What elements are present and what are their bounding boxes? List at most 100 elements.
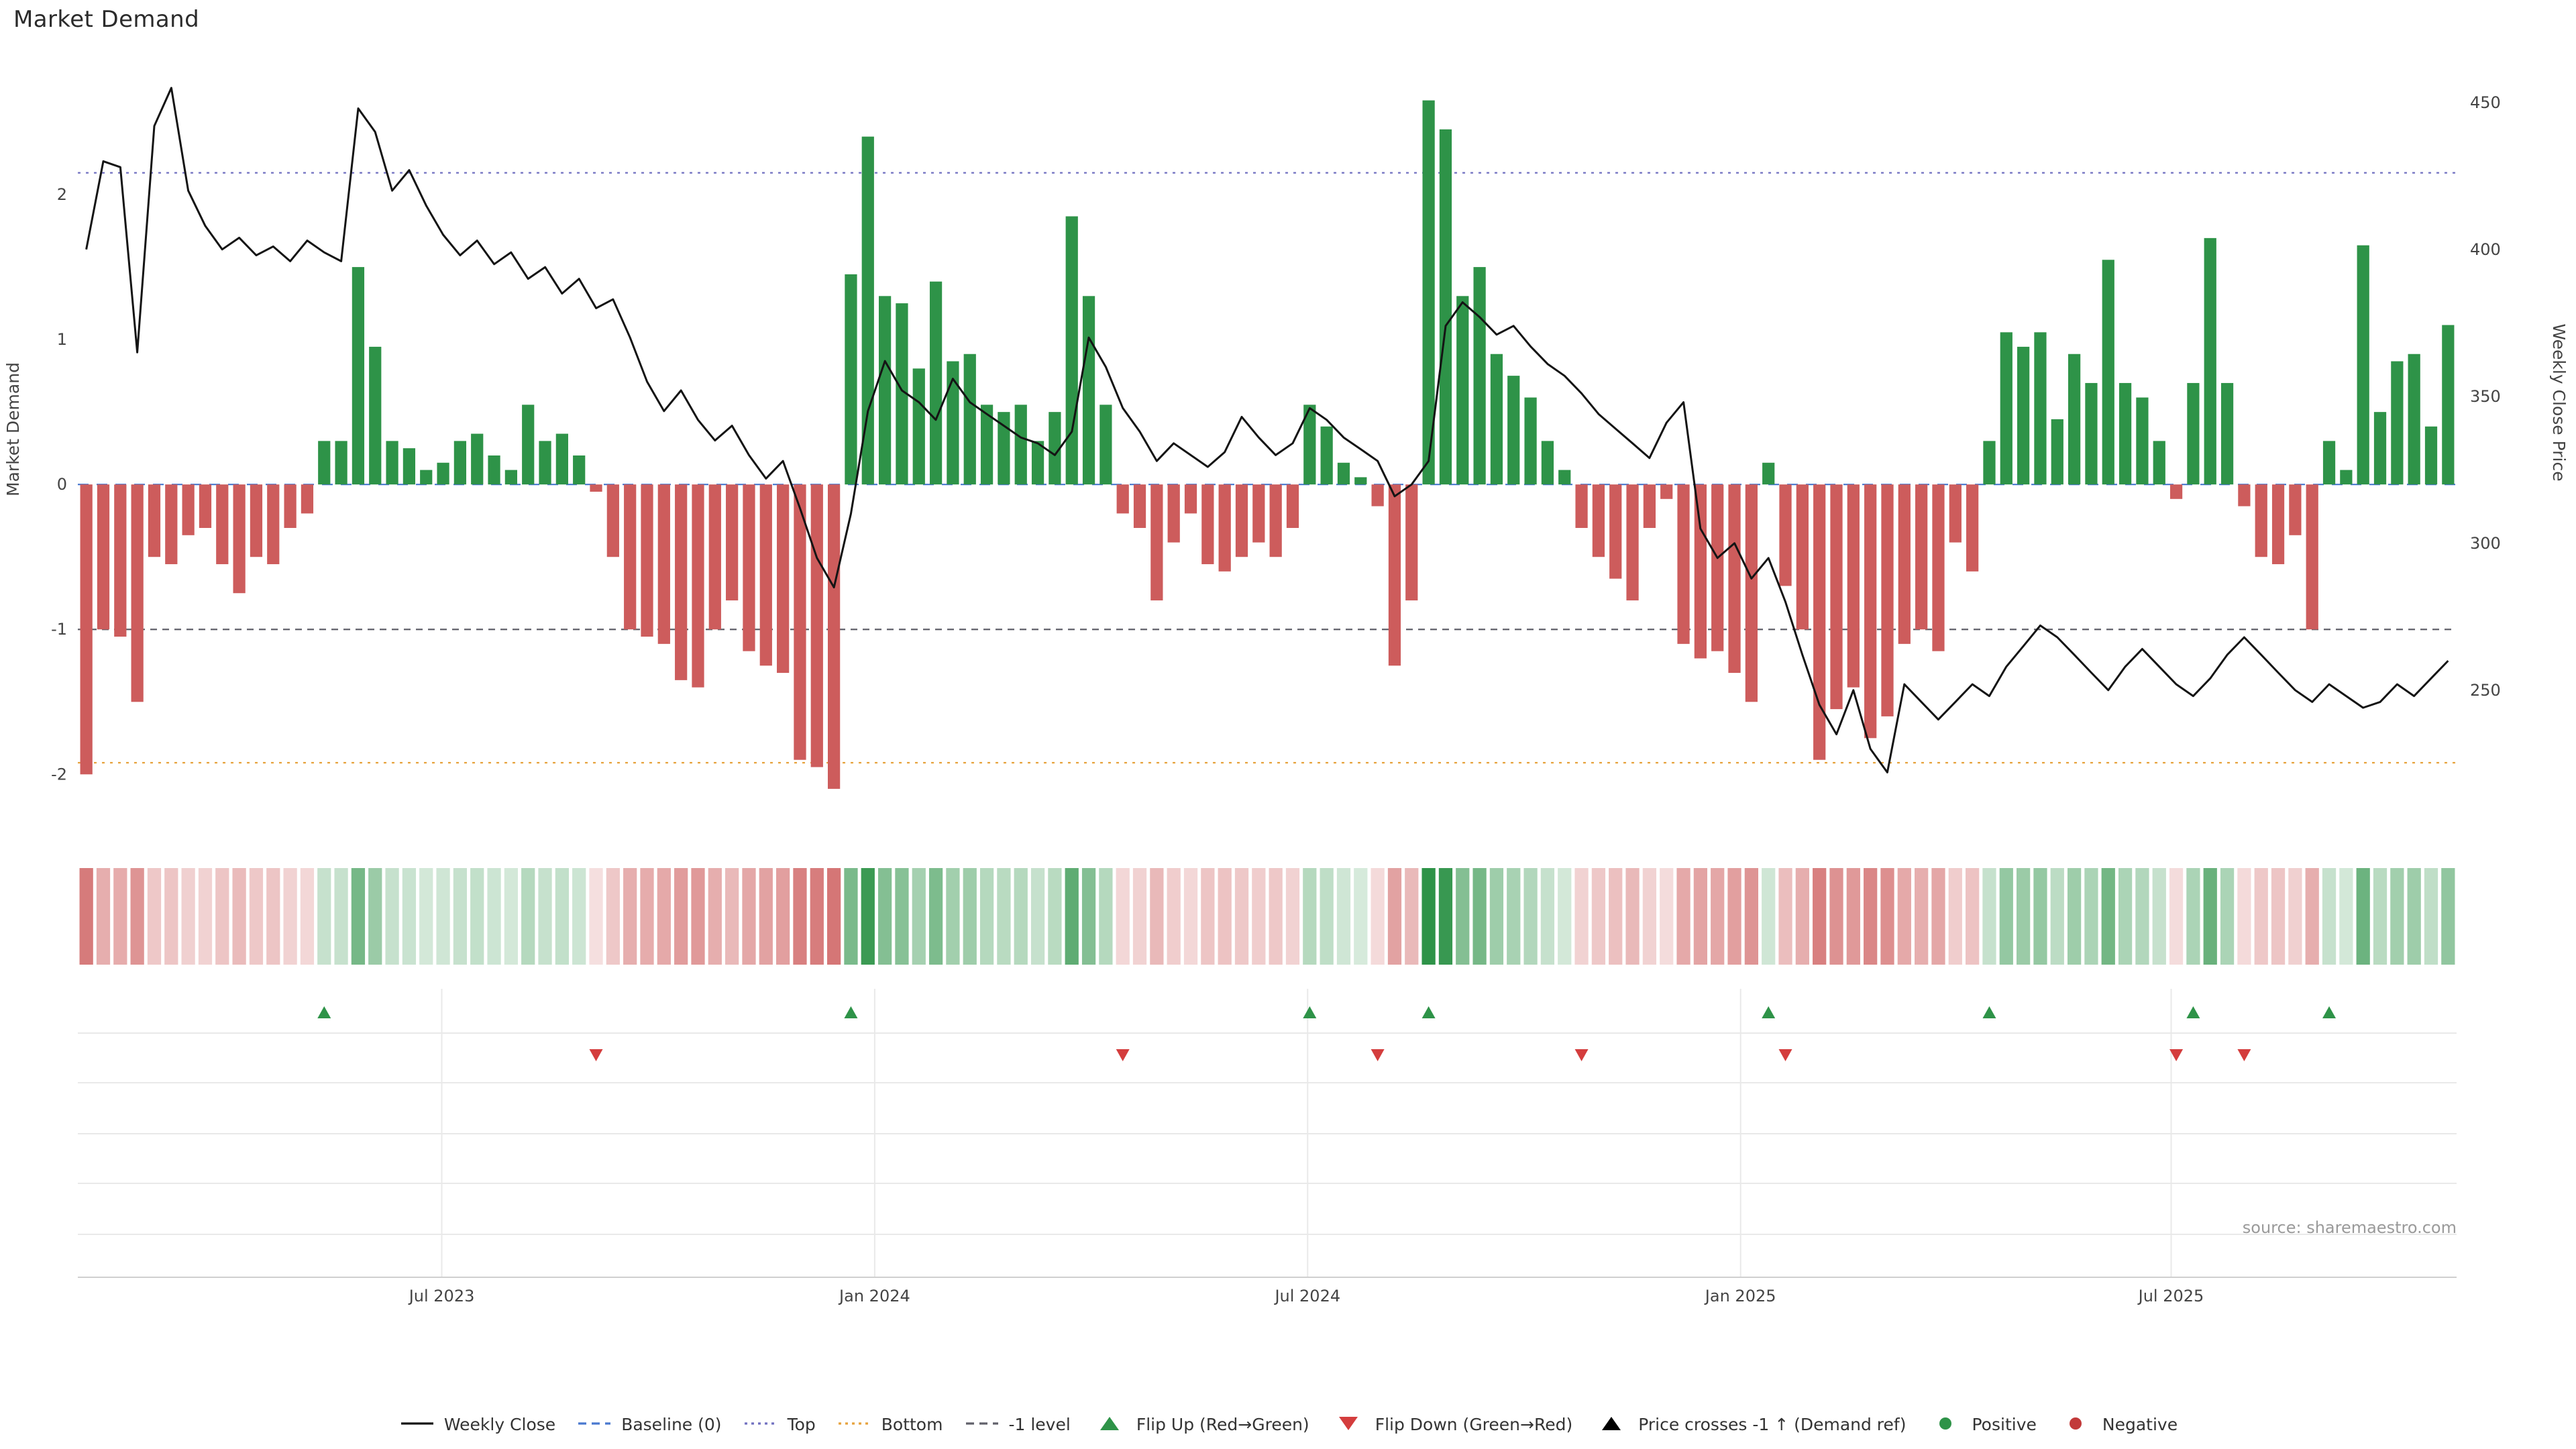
demand-bar-positive (2340, 470, 2353, 485)
demand-bar-negative (1643, 484, 1656, 529)
demand-bar-negative (267, 484, 280, 565)
heatmap-cell (674, 868, 688, 965)
demand-bar-negative (1609, 484, 1622, 579)
demand-bar-negative (1235, 484, 1248, 557)
heatmap-cell (1336, 868, 1351, 965)
demand-bar-positive (2136, 397, 2149, 485)
demand-bar-positive (504, 470, 517, 485)
right-axis-tick: 300 (2470, 534, 2501, 553)
demand-bar-positive (2442, 325, 2455, 485)
heatmap-cell (1897, 868, 1911, 965)
heatmap-cell (928, 868, 943, 965)
right-axis-tick: 350 (2470, 387, 2501, 406)
heatmap-cell (2016, 868, 2031, 965)
heatmap-cell (2390, 868, 2404, 965)
heatmap-cell (742, 868, 756, 965)
flip-up-marker (2322, 1006, 2337, 1018)
demand-bar-negative (590, 484, 602, 492)
heatmap-cell (1931, 868, 1945, 965)
heatmap-cell (708, 868, 722, 965)
heatmap-cell (1167, 868, 1181, 965)
heatmap-cell (385, 868, 399, 965)
heatmap-cell (1762, 868, 1776, 965)
legend-swatch-tri-down (1338, 1417, 1358, 1430)
demand-bar-negative (97, 484, 110, 630)
heatmap-cell (317, 868, 331, 965)
demand-bar-positive (2017, 346, 2030, 485)
heatmap-cell (1489, 868, 1504, 965)
flip-up-marker (1303, 1006, 1317, 1018)
heatmap-cell (1999, 868, 2013, 965)
heatmap-cell (1405, 868, 1419, 965)
heatmap-cell (572, 868, 586, 965)
x-axis-tick: Jul 2024 (1273, 1287, 1340, 1305)
demand-bar-negative (1813, 484, 1826, 760)
right-axis-tick: 400 (2470, 240, 2501, 259)
heatmap-cell (2186, 868, 2200, 965)
heatmap-cell (1558, 868, 1572, 965)
x-axis-tick: Jan 2025 (1704, 1287, 1776, 1305)
legend-label: Top (787, 1413, 816, 1434)
heatmap-cell (249, 868, 264, 965)
demand-bar-positive (488, 455, 500, 485)
demand-bar-positive (420, 470, 433, 485)
legend-item: Flip Down (Green→Red) (1330, 1413, 1572, 1434)
demand-bar-positive (1762, 462, 1775, 485)
demand-bar-positive (1320, 426, 1333, 485)
demand-bar-negative (2306, 484, 2318, 630)
legend-swatch-tri-up (1602, 1417, 1621, 1430)
demand-bar-positive (912, 368, 925, 485)
left-axis-tick: -1 (51, 620, 67, 639)
heatmap-cell (1864, 868, 1878, 965)
heatmap-cell (1693, 868, 1708, 965)
legend-item: Price crosses -1 ↑ (Demand ref) (1593, 1413, 1907, 1434)
heatmap-cell (1982, 868, 1996, 965)
demand-bar-positive (2204, 237, 2216, 485)
demand-bar-negative (743, 484, 755, 651)
heatmap-cell (1744, 868, 1758, 965)
heatmap-cell (1116, 868, 1130, 965)
legend-swatch-shape (1099, 1417, 1119, 1430)
demand-bar-negative (1167, 484, 1180, 543)
legend-swatch-dot (2069, 1417, 2082, 1430)
demand-bar-positive (335, 441, 347, 485)
demand-bar-positive (980, 405, 994, 485)
heatmap-cell (2288, 868, 2302, 965)
demand-bar-negative (1898, 484, 1911, 644)
demand-bar-negative (777, 484, 790, 674)
heatmap-cell (1150, 868, 1164, 965)
demand-bar-positive (1082, 296, 1095, 485)
left-axis-tick: 2 (57, 185, 67, 204)
heatmap-cell (1320, 868, 1334, 965)
heatmap-cell (1048, 868, 1062, 965)
demand-bar-negative (1269, 484, 1282, 557)
legend-swatch-line-dotted (838, 1422, 871, 1425)
demand-bar-negative (1779, 484, 1792, 586)
heatmap-cell (979, 868, 994, 965)
heatmap-cell (963, 868, 977, 965)
left-axis-tick: -2 (51, 765, 67, 784)
legend-label: -1 level (1008, 1413, 1071, 1434)
legend-item: Baseline (0) (576, 1413, 722, 1434)
demand-bar-positive (2034, 332, 2047, 485)
heatmap-cell (1609, 868, 1623, 965)
legend-item: Flip Up (Red→Green) (1091, 1413, 1309, 1434)
demand-bar-positive (352, 267, 365, 485)
flip-up-marker (317, 1006, 331, 1018)
demand-bar-negative (708, 484, 721, 630)
demand-bar-positive (1524, 397, 1537, 485)
legend-swatch-line-dashed (965, 1422, 998, 1425)
demand-bar-positive (369, 346, 382, 485)
demand-bar-positive (998, 412, 1010, 485)
demand-bar-negative (1116, 484, 1129, 514)
chart-legend: Weekly Close Baseline (0) Top Bottom -1 leve… (0, 1409, 2576, 1438)
demand-bar-negative (1915, 484, 1928, 630)
heatmap-cell (419, 868, 433, 965)
demand-bar-negative (2255, 484, 2267, 557)
demand-bar-negative (2169, 484, 2183, 499)
legend-item: Top (742, 1413, 816, 1434)
demand-bar-positive (947, 361, 959, 485)
demand-bar-negative (165, 484, 178, 565)
demand-bar-positive (573, 455, 586, 485)
